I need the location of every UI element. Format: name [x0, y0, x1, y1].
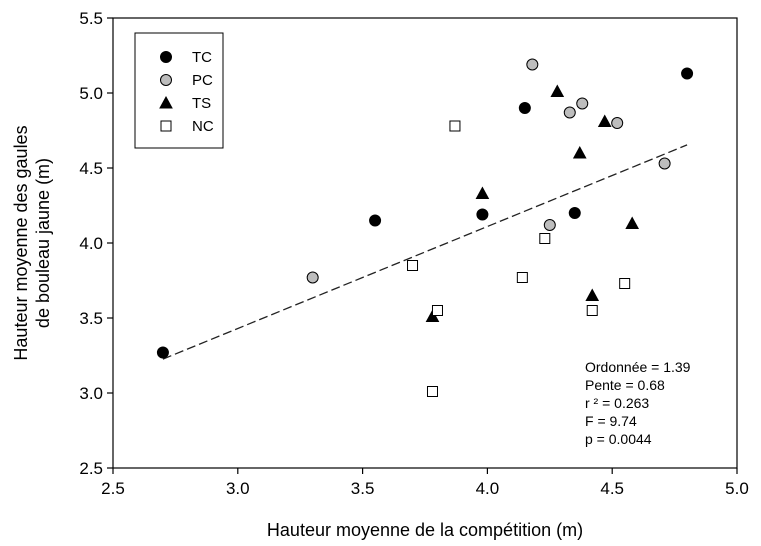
point-ts [550, 84, 565, 97]
point-ts [475, 186, 490, 199]
y-axis-title-line-1: Hauteur moyenne des gaules [11, 125, 31, 360]
point-tc [681, 67, 694, 80]
y-axis-title-line-2: de bouleau jaune (m) [33, 158, 53, 328]
point-nc [516, 272, 528, 283]
legend-marker-ts [159, 95, 173, 109]
x-tick-label: 2.5 [101, 479, 125, 498]
point-pc [576, 97, 589, 110]
point-pc [306, 271, 319, 284]
x-tick-label: 3.0 [226, 479, 250, 498]
stat-slope: Pente = 0.68 [585, 377, 665, 393]
legend: TC PC TS NC [134, 32, 224, 149]
point-nc [407, 260, 419, 271]
y-tick-label: 3.5 [79, 309, 103, 328]
regression-line-group [162, 144, 688, 360]
point-pc [543, 219, 556, 231]
point-tc [156, 346, 169, 359]
axis-ticks: 2.5 3.0 3.5 4.0 4.5 5.0 2.5 3.0 3.5 4.0 4.5 5.0 5.5 [79, 9, 748, 498]
data-points [156, 58, 694, 397]
legend-label-ts: TS [192, 95, 211, 112]
point-pc [526, 58, 539, 71]
stat-f-value: F = 9.74 [585, 413, 637, 429]
point-pc [611, 117, 624, 129]
point-nc [426, 386, 438, 397]
x-tick-label: 5.0 [725, 479, 749, 498]
x-tick-label: 3.5 [351, 479, 375, 498]
y-tick-label: 5.5 [79, 9, 103, 28]
point-ts [572, 145, 587, 159]
point-ts [597, 114, 612, 127]
legend-box [134, 32, 224, 149]
legend-marker-nc [160, 120, 172, 132]
point-tc [476, 208, 489, 221]
y-tick-label: 4.0 [79, 234, 103, 253]
x-axis-title: Hauteur moyenne de la compétition (m) [267, 520, 583, 540]
point-pc [563, 106, 576, 119]
point-nc [619, 278, 631, 289]
x-tick-label: 4.0 [476, 479, 500, 498]
y-tick-label: 2.5 [79, 459, 103, 478]
y-tick-label: 3.0 [79, 384, 103, 403]
stat-p-value: p = 0.0044 [585, 431, 652, 447]
legend-marker-pc [160, 74, 172, 86]
point-tc [518, 102, 531, 114]
regression-line [162, 144, 688, 360]
y-tick-label: 5.0 [79, 84, 103, 103]
legend-label-pc: PC [192, 72, 213, 89]
point-tc [568, 207, 581, 219]
legend-label-nc: NC [192, 118, 214, 135]
legend-label-tc: TC [192, 49, 212, 66]
point-nc [539, 233, 551, 244]
stat-r-squared: r ² = 0.263 [585, 395, 649, 411]
statistics-annotation: Ordonnée = 1.39 Pente = 0.68 r ² = 0.263… [585, 359, 691, 447]
point-nc [449, 120, 461, 132]
stat-intercept: Ordonnée = 1.39 [585, 359, 691, 375]
point-tc [369, 214, 382, 227]
point-pc [658, 157, 671, 170]
x-tick-label: 4.5 [600, 479, 624, 498]
point-ts [625, 216, 640, 229]
point-ts [585, 288, 600, 301]
point-nc [586, 305, 598, 316]
y-tick-label: 4.5 [79, 159, 103, 178]
legend-marker-tc [160, 51, 172, 63]
point-nc [431, 305, 443, 316]
